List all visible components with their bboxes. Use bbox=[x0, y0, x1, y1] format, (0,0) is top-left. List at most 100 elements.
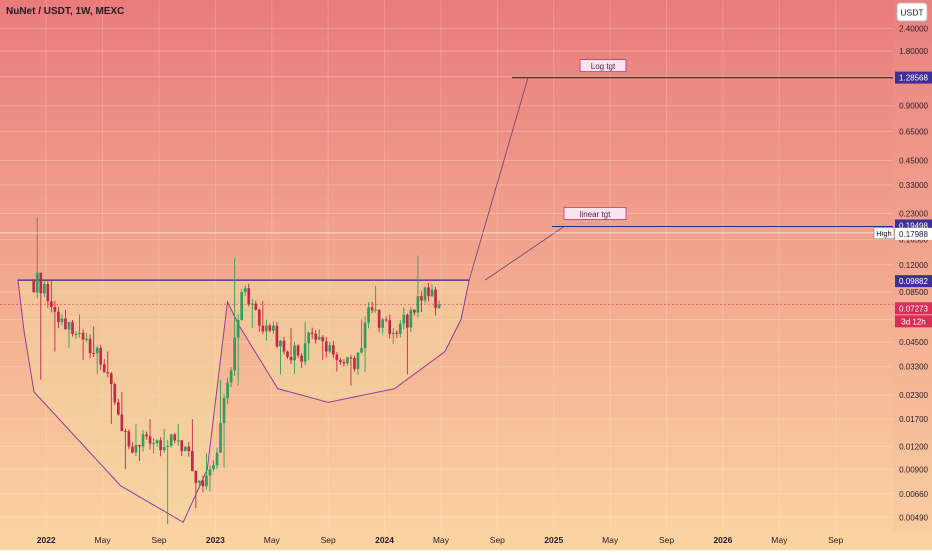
candle-body bbox=[398, 323, 402, 334]
log-target-price-tag: 1.28568 bbox=[895, 71, 932, 84]
candle-body bbox=[406, 314, 409, 328]
candle-body bbox=[381, 319, 385, 328]
price-tick-label: 0.16500 bbox=[899, 236, 928, 245]
current-price-tag: 0.07273 bbox=[895, 302, 932, 315]
price-tick-label: 0.90000 bbox=[899, 102, 928, 111]
candle-body bbox=[268, 325, 272, 331]
candle-body bbox=[205, 475, 208, 487]
countdown-tag: 3d 12h bbox=[895, 315, 932, 328]
log-target-price-tag-text: 1.28568 bbox=[899, 74, 928, 83]
current-price-tag-text: 0.07273 bbox=[899, 304, 928, 313]
candle-body bbox=[261, 325, 265, 332]
candle-body bbox=[275, 325, 279, 347]
candle-body bbox=[236, 320, 240, 338]
candle-body bbox=[317, 336, 321, 340]
candle-body bbox=[437, 304, 441, 309]
time-tick-label: May bbox=[602, 535, 619, 545]
candle-body bbox=[201, 480, 205, 487]
candle-body bbox=[331, 345, 335, 355]
currency-button[interactable]: USDT bbox=[896, 2, 928, 22]
candle-body bbox=[71, 322, 74, 334]
candle-body bbox=[339, 359, 342, 363]
log-target-projection bbox=[468, 77, 529, 281]
price-tick-label: 0.02300 bbox=[899, 391, 928, 400]
cup-pattern bbox=[17, 279, 470, 523]
candle-body bbox=[176, 440, 180, 442]
high-label-box bbox=[873, 227, 895, 240]
candle-body bbox=[138, 444, 141, 447]
candle-body bbox=[374, 309, 377, 311]
time-tick-label: Sep bbox=[828, 535, 843, 545]
candle-body bbox=[377, 309, 381, 328]
price-tick-label: 0.04500 bbox=[899, 338, 928, 347]
currency-button-label: USDT bbox=[900, 8, 923, 18]
candle-body bbox=[402, 314, 406, 324]
candle-body bbox=[134, 444, 138, 453]
price-tick-label: 1.80000 bbox=[899, 47, 928, 56]
candle-body bbox=[243, 288, 247, 293]
candle-body bbox=[307, 332, 310, 344]
candle-body bbox=[145, 434, 148, 437]
time-axis[interactable]: 2022 May Sep 2023 May Sep 2024 May Sep 2025 May Sep… bbox=[37, 535, 844, 545]
candle-body bbox=[229, 370, 233, 383]
candle-body bbox=[67, 322, 71, 330]
candle-body bbox=[194, 470, 198, 483]
candle-body bbox=[95, 347, 99, 354]
candle-body bbox=[148, 436, 152, 444]
candle-body bbox=[279, 340, 282, 347]
candle-body bbox=[233, 337, 236, 371]
candle-body bbox=[363, 322, 367, 349]
time-tick-label: May bbox=[433, 535, 450, 545]
candle-body bbox=[420, 296, 423, 301]
candle-body bbox=[215, 452, 219, 466]
candle-body bbox=[296, 345, 300, 356]
candle-body bbox=[50, 301, 53, 308]
candle-body bbox=[57, 311, 60, 323]
candle-body bbox=[314, 333, 318, 340]
linear-target-price-tag-text: 0.19498 bbox=[899, 221, 928, 230]
candle-body bbox=[395, 332, 399, 334]
candle-body bbox=[81, 332, 85, 340]
candle-body bbox=[212, 465, 215, 470]
candle-body bbox=[370, 307, 374, 311]
candle-body bbox=[173, 434, 177, 441]
candle-body bbox=[328, 345, 332, 352]
candle-body bbox=[116, 402, 120, 415]
candle-body bbox=[335, 354, 339, 360]
time-tick-label: Sep bbox=[321, 535, 336, 545]
price-tick-label: 0.00490 bbox=[899, 513, 928, 522]
candle-body bbox=[272, 325, 275, 331]
cup-pattern-area bbox=[17, 279, 470, 523]
symbol-title: NuNet / USDT, 1W, MEXC bbox=[6, 6, 124, 17]
candle-body bbox=[360, 348, 363, 353]
candle-body bbox=[222, 398, 226, 424]
neckline-price-tag-text: 0.09882 bbox=[899, 277, 928, 286]
time-tick-label: 2023 bbox=[206, 535, 225, 545]
candle-body bbox=[106, 372, 110, 374]
countdown-box bbox=[895, 315, 932, 328]
linear-target-projection bbox=[484, 226, 565, 281]
candle-body bbox=[102, 364, 106, 373]
candle-body bbox=[85, 338, 88, 340]
candle-body bbox=[391, 332, 395, 335]
candle-body bbox=[166, 445, 170, 448]
candle-body bbox=[124, 431, 127, 433]
candle-body bbox=[289, 356, 293, 361]
neckline-price-tag-box bbox=[895, 275, 932, 288]
candle-body bbox=[293, 345, 296, 361]
time-tick-label: Sep bbox=[490, 535, 505, 545]
neckline-price-tag: 0.09882 bbox=[895, 275, 932, 288]
high-price-tag: 0.17988 bbox=[895, 227, 932, 240]
candle-body bbox=[349, 357, 353, 359]
candle-body bbox=[226, 382, 229, 399]
candle-body bbox=[208, 469, 212, 476]
time-tick-label: 2024 bbox=[375, 535, 394, 545]
candle-body bbox=[247, 288, 251, 305]
candle-body bbox=[99, 347, 103, 365]
high-price-tag-text: 0.17988 bbox=[899, 230, 928, 239]
candle-body bbox=[74, 333, 78, 335]
candles bbox=[32, 216, 441, 524]
candle-body bbox=[183, 446, 187, 452]
